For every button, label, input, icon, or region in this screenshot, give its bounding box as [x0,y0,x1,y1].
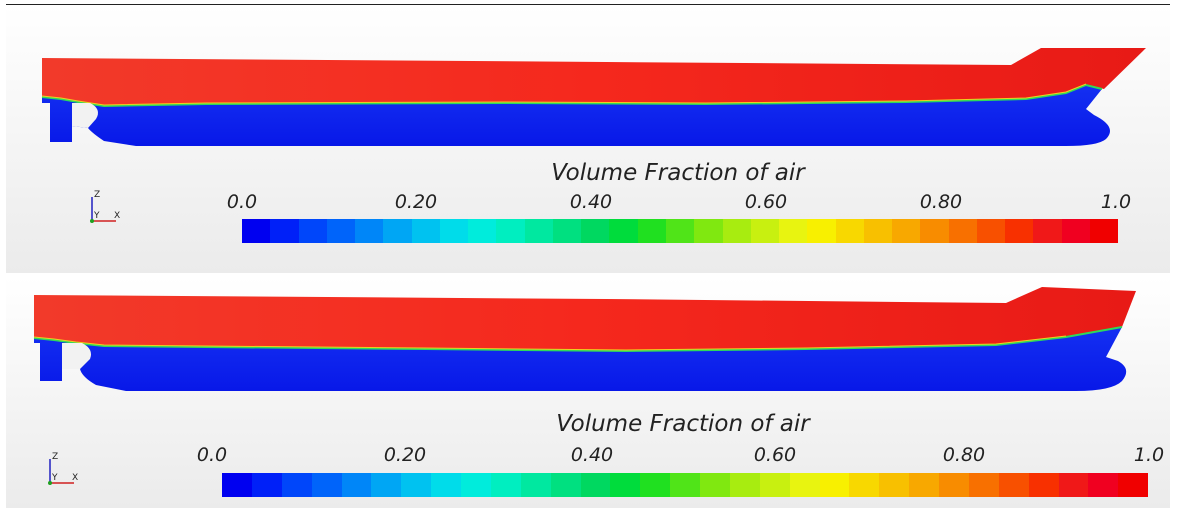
colorbar-swatch [1033,219,1062,243]
colorbar-swatch [496,219,525,243]
colorbar-swatch [1061,219,1090,243]
hull-volume-fraction-render [33,287,1136,391]
colorbar-swatch [1005,219,1034,243]
colorbar-swatch [326,219,356,243]
colorbar-swatch [819,473,850,497]
colorbar-swatch [411,219,440,243]
colorbar-swatch [892,219,921,243]
colorbar-swatch [222,473,252,497]
colorbar-swatch [700,473,730,497]
legend-title: Volume Fraction of air [556,411,810,437]
colorbar-swatch [383,219,412,243]
legend-colorbar [242,219,1119,243]
legend-title: Volume Fraction of air [551,160,805,186]
colorbar-swatch [640,473,671,497]
hull-air-region [34,287,1136,351]
colorbar-swatch [835,219,864,243]
legend-tick: 1.0 [1100,191,1132,213]
colorbar-swatch [948,219,977,243]
legend-tick: 0.20 [394,191,438,213]
colorbar-swatch [581,219,610,243]
colorbar-swatch [939,473,969,497]
colorbar-swatch [242,219,271,243]
colorbar-swatch [807,219,836,243]
colorbar-swatch [520,473,551,497]
colorbar-swatch [759,473,790,497]
legend-tick: 0.40 [569,191,613,213]
colorbar-swatch [371,473,402,497]
colorbar-swatch [976,219,1006,243]
colorbar-swatch [552,219,582,243]
colorbar-swatch [550,473,581,497]
colorbar-swatch [281,473,312,497]
legend-tick: 0.60 [753,444,797,466]
colorbar-swatch [1089,219,1119,243]
colorbar-swatch [439,219,469,243]
colorbar-swatch [610,473,641,497]
legend-tick: 0.0 [196,444,228,466]
colorbar-swatch [998,473,1029,497]
colorbar-swatch [637,219,666,243]
colorbar-swatch [729,473,760,497]
colorbar-swatch [298,219,327,243]
colorbar-swatch [431,473,461,497]
colorbar-swatch [879,473,910,497]
colorbar-swatch [665,219,695,243]
colorbar-swatch [1118,473,1149,497]
free-surface-line [41,83,1103,108]
legend-tick: 0.80 [919,191,963,213]
legend-tick: 0.40 [570,444,614,466]
colorbar-swatch [341,473,372,497]
legend-tick: 1.0 [1133,444,1165,466]
simulation-view-bottom: Volume Fraction of air 0.0 0.20 0.40 0.6… [6,277,1170,508]
legend-tick: 0.60 [744,191,788,213]
stern-notch [62,343,91,369]
colorbar-swatch [1058,473,1089,497]
colorbar-swatch [920,219,949,243]
axis-x-label: X [72,473,78,483]
colorbar-swatch [863,219,893,243]
colorbar-swatch [849,473,880,497]
legend-colorbar [222,473,1149,497]
colorbar-swatch [461,473,491,497]
hull-air-region [42,48,1146,106]
colorbar-swatch [968,473,999,497]
axis-y-label: Y [93,211,100,221]
hull-water-region [34,327,1127,391]
colorbar-swatch [251,473,282,497]
colorbar-swatch [311,473,342,497]
legend-tick: 0.0 [226,191,258,213]
colorbar-swatch [909,473,939,497]
colorbar-swatch [609,219,638,243]
colorbar-swatch [1088,473,1119,497]
colorbar-swatch [1028,473,1059,497]
legend-tick: 0.20 [383,444,427,466]
colorbar-swatch [670,473,700,497]
colorbar-swatch [490,473,521,497]
axis-z-label: Z [52,452,58,462]
legend-tick: 0.80 [942,444,986,466]
free-surface-line [33,326,1123,353]
colorbar-swatch [355,219,384,243]
axis-z-label: Z [94,190,100,200]
colorbar-swatch [750,219,780,243]
colorbar-swatch [789,473,820,497]
axis-y-label: Y [51,473,58,483]
colorbar-swatch [694,219,723,243]
colorbar-swatch [468,219,497,243]
colorbar-swatch [401,473,432,497]
axis-x-label: X [114,211,120,221]
colorbar-swatch [524,219,553,243]
colorbar-swatch [270,219,299,243]
axis-triad: Z Y X [48,452,78,485]
colorbar-swatch [779,219,808,243]
simulation-view-top: Volume Fraction of air 0.0 0.20 0.40 0.6… [6,4,1170,273]
colorbar-swatch [580,473,611,497]
axis-triad: Z Y X [90,190,120,223]
hull-volume-fraction-render [41,48,1146,146]
colorbar-swatch [722,219,751,243]
hull-water-region [42,85,1110,146]
stern-notch [72,103,98,128]
